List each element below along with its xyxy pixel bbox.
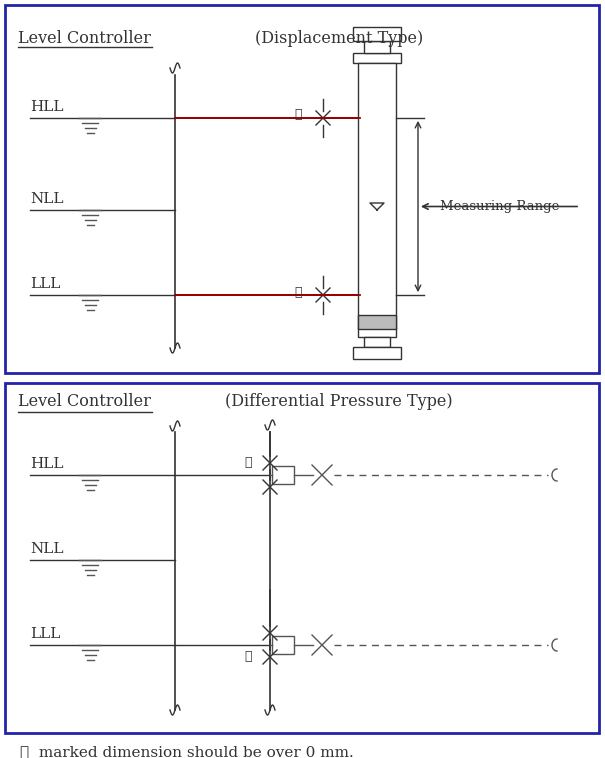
Text: ※: ※: [244, 650, 252, 663]
Bar: [353, 53, 401, 63]
Text: NLL: NLL: [30, 542, 64, 556]
Text: Level Controller: Level Controller: [18, 393, 151, 410]
Text: LLL: LLL: [30, 627, 60, 641]
Bar: [358, 327, 396, 337]
Bar: [353, 347, 401, 359]
Bar: [5, 383, 599, 733]
Text: HLL: HLL: [30, 100, 64, 114]
Bar: [5, 5, 599, 373]
Bar: [353, 27, 401, 41]
Text: ※  marked dimension should be over 0 mm.: ※ marked dimension should be over 0 mm.: [20, 745, 354, 758]
Text: Level Controller: Level Controller: [18, 30, 151, 47]
Text: ※: ※: [294, 108, 302, 121]
Text: LLL: LLL: [30, 277, 60, 291]
Text: Measuring Range: Measuring Range: [440, 200, 560, 213]
Text: NLL: NLL: [30, 192, 64, 206]
Bar: [364, 41, 390, 53]
Text: (Displacement Type): (Displacement Type): [255, 30, 424, 47]
Bar: [358, 63, 396, 328]
Text: HLL: HLL: [30, 457, 64, 471]
Bar: [364, 337, 390, 347]
Bar: [272, 466, 294, 484]
Text: ※: ※: [294, 286, 302, 299]
Text: ※: ※: [244, 456, 252, 469]
Text: (Differential Pressure Type): (Differential Pressure Type): [225, 393, 453, 410]
Bar: [272, 636, 294, 654]
Bar: [358, 315, 396, 329]
